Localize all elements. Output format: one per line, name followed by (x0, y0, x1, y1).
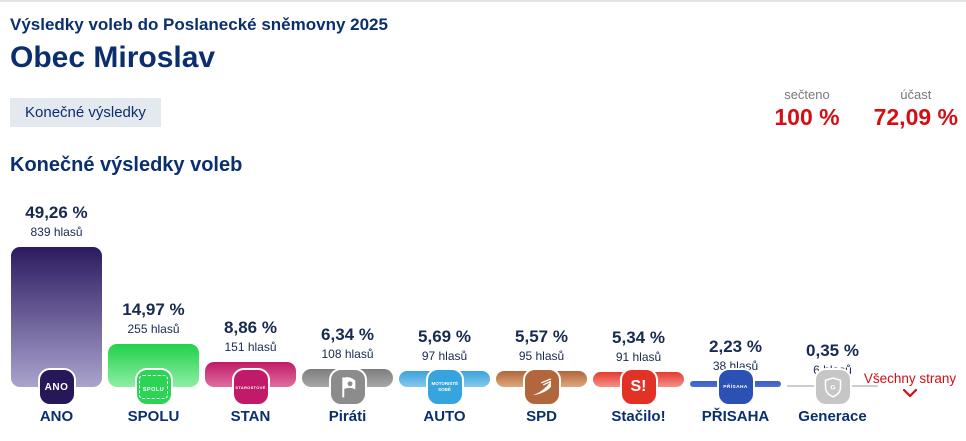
stacilo-logo-icon[interactable]: S! (619, 368, 658, 406)
party-column-ano[interactable]: 49,26 % 839 hlasů ANO ANO (8, 202, 105, 441)
party-name-generace[interactable]: Generace (798, 408, 867, 425)
party-votes: 97 hlasů (421, 349, 468, 363)
turnout-stat: účast 72,09 % (874, 87, 958, 131)
chevron-down-icon (903, 389, 917, 397)
party-percent: 49,26 % (25, 203, 88, 222)
auto-logo-icon[interactable]: MOTORISTÉ SOBĚ (425, 368, 464, 406)
party-percent: 0,35 % (806, 341, 859, 360)
prisaha-logo-icon[interactable]: PŘÍSAHA (716, 368, 755, 406)
page-title: Obec Miroslav (10, 41, 216, 74)
counted-value: 100 % (774, 104, 840, 130)
party-percent: 14,97 % (122, 300, 185, 319)
section-heading: Konečné výsledky voleb (10, 154, 243, 176)
party-column-auto[interactable]: 5,69 % 97 hlasů MOTORISTÉ SOBĚ AUTO (396, 202, 493, 441)
party-name-prisaha[interactable]: PŘISAHA (701, 408, 770, 425)
party-name-spd[interactable]: SPD (526, 408, 557, 425)
party-percent: 2,23 % (709, 337, 762, 356)
turnout-value: 72,09 % (873, 104, 958, 130)
pirate-flag-icon[interactable] (328, 368, 367, 406)
generace-shield-icon[interactable]: G (813, 368, 852, 406)
results-bar-chart: 49,26 % 839 hlasů ANO ANO 14,97 % 255 hl… (8, 202, 884, 441)
party-name-auto[interactable]: AUTO (423, 408, 466, 425)
spd-wing-icon[interactable] (522, 368, 561, 406)
summary-stats: sečteno 100 % účast 72,09 % (774, 87, 958, 131)
party-column-spolu[interactable]: 14,97 % 255 hlasů SPOLU SPOLU (105, 202, 202, 441)
party-column-prisaha[interactable]: 2,23 % 38 hlasů PŘÍSAHA PŘISAHA (687, 202, 784, 441)
party-name-spolu[interactable]: SPOLU (127, 408, 180, 425)
party-name-stacilo[interactable]: Stačilo! (611, 408, 666, 425)
party-votes: 91 hlasů (615, 350, 662, 364)
party-percent: 8,86 % (224, 318, 277, 337)
ano-bar[interactable] (11, 247, 102, 387)
party-name-pirati[interactable]: Piráti (328, 408, 367, 425)
party-votes: 255 hlasů (127, 322, 180, 336)
party-percent: 5,69 % (418, 327, 471, 346)
party-column-generace[interactable]: 0,35 % 6 hlasů G Generace (784, 202, 881, 441)
party-votes: 839 hlasů (30, 225, 83, 239)
party-votes: 151 hlasů (224, 340, 277, 354)
all-parties-link[interactable]: Všechny strany (858, 371, 962, 397)
spolu-logo-icon[interactable]: SPOLU (134, 368, 173, 406)
party-percent: 5,57 % (515, 327, 568, 346)
party-name-stan[interactable]: STAN (230, 408, 271, 425)
party-column-pirati[interactable]: 6,34 % 108 hlasů Piráti (299, 202, 396, 441)
party-column-spd[interactable]: 5,57 % 95 hlasů SPD (493, 202, 590, 441)
ano-logo-icon[interactable]: ANO (37, 368, 76, 406)
turnout-label: účast (900, 87, 932, 102)
party-column-stan[interactable]: 8,86 % 151 hlasů STAROSTOVÉ STAN (202, 202, 299, 441)
election-supertitle: Výsledky voleb do Poslanecké sněmovny 20… (10, 15, 388, 34)
party-name-ano[interactable]: ANO (39, 408, 74, 425)
status-badge: Konečné výsledky (10, 98, 161, 127)
party-percent: 6,34 % (321, 325, 374, 344)
party-column-stacilo[interactable]: 5,34 % 91 hlasů S! Stačilo! (590, 202, 687, 441)
counted-stat: sečteno 100 % (774, 87, 839, 131)
party-percent: 5,34 % (612, 328, 665, 347)
counted-label: sečteno (784, 87, 830, 102)
party-votes: 95 hlasů (518, 349, 565, 363)
stan-logo-icon[interactable]: STAROSTOVÉ (231, 368, 270, 406)
party-votes: 108 hlasů (321, 347, 374, 361)
svg-text:G: G (830, 384, 835, 391)
